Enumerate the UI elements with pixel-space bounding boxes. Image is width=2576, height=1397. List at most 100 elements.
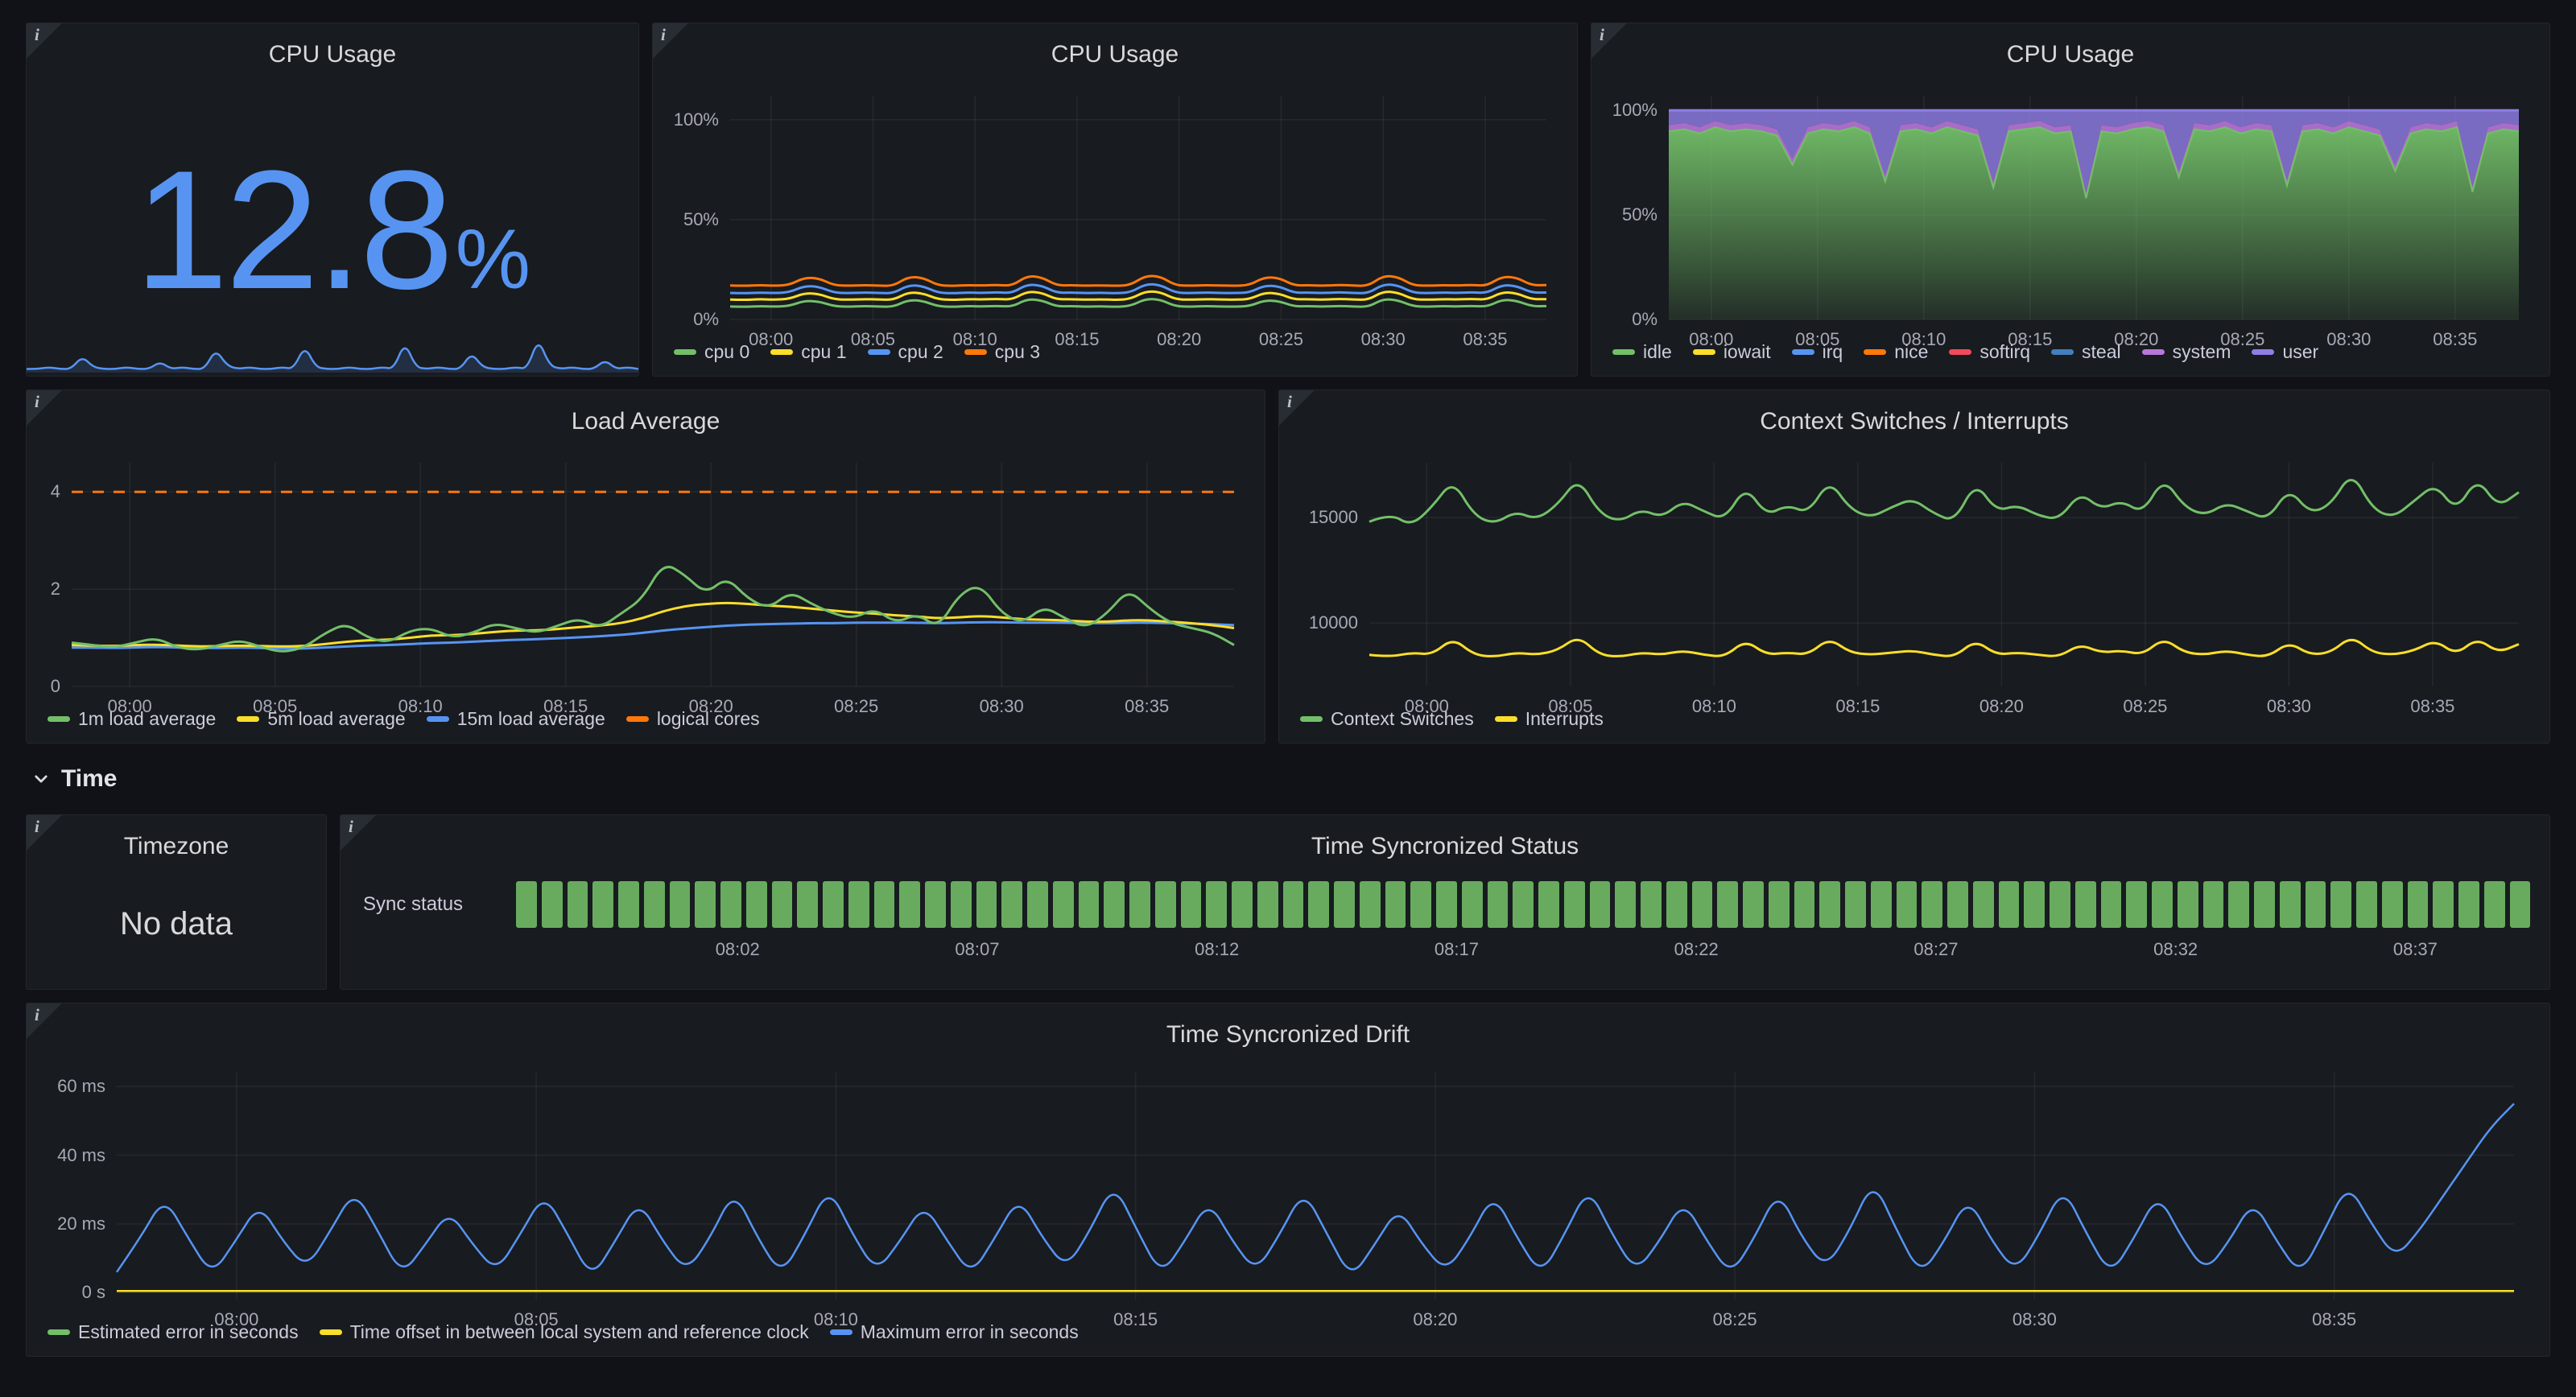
- panel-time-sync-status: i Time Syncronized Status Sync status 08…: [340, 814, 2550, 990]
- series-15m load average: [71, 620, 1235, 650]
- x-tick-label: 08:00: [1689, 329, 1734, 349]
- legend-item-user[interactable]: user: [2252, 341, 2318, 363]
- panel-title[interactable]: Context Switches / Interrupts: [1760, 408, 2069, 435]
- legend-item-logical-cores[interactable]: logical cores: [625, 708, 760, 730]
- panel-info-icon[interactable]: i: [27, 815, 62, 851]
- y-tick-label: 2: [50, 579, 60, 600]
- x-tick-label: 08:15: [1055, 329, 1100, 349]
- panel-info-icon[interactable]: i: [27, 390, 62, 426]
- legend-item-cpu-3[interactable]: cpu 3: [964, 341, 1040, 363]
- series-cpu 2: [729, 282, 1547, 295]
- legend-swatch-icon: [625, 716, 649, 722]
- panel-title[interactable]: Timezone: [123, 833, 229, 859]
- status-segment: [2483, 881, 2505, 928]
- cpu-per-core-chart[interactable]: 0% 50% 100% 08:00 08:05 08:10 08:15 08:20 08:25 0…: [663, 80, 1561, 349]
- info-glyph: i: [1600, 25, 1604, 44]
- x-tick-label: 08:00: [749, 329, 794, 349]
- panel-info-icon[interactable]: i: [27, 23, 62, 59]
- x-tick-label: 08:15: [1113, 1309, 1158, 1329]
- stat-number: 12.8: [134, 135, 454, 324]
- sync-status-label: Sync status: [363, 893, 464, 915]
- legend-swatch-icon: [1494, 716, 1517, 722]
- legend-item-interrupts[interactable]: Interrupts: [1494, 708, 1604, 730]
- sync-status-bars[interactable]: [516, 881, 2531, 928]
- panel-title[interactable]: CPU Usage: [2006, 41, 2135, 68]
- status-segment: [771, 881, 793, 928]
- series-Maximum error in seconds: [115, 1102, 2515, 1273]
- status-segment: [848, 881, 869, 928]
- y-tick-label: 4: [50, 481, 60, 502]
- panel-title[interactable]: Load Average: [571, 408, 720, 435]
- legend-swatch-icon: [47, 716, 70, 722]
- status-segment: [2126, 881, 2147, 928]
- legend-label: idle: [1643, 341, 1672, 362]
- status-segment: [1922, 881, 1942, 928]
- row-header-time[interactable]: Time: [26, 756, 2550, 802]
- status-segment: [643, 881, 665, 928]
- x-tick-label: 08:35: [2410, 696, 2455, 716]
- legend-item-maximum-error-in-seconds[interactable]: Maximum error in seconds: [829, 1321, 1079, 1343]
- legend-item-nice[interactable]: nice: [1864, 341, 1928, 363]
- status-segment: [1257, 881, 1278, 928]
- status-segment: [1129, 881, 1150, 928]
- y-tick-label: 50%: [683, 208, 719, 229]
- legend-item-15m-load-average[interactable]: 15m load average: [426, 708, 605, 730]
- chart-svg: [71, 463, 1235, 687]
- panel-info-icon[interactable]: i: [1591, 23, 1627, 59]
- status-segment: [1461, 881, 1483, 928]
- panel-info-icon[interactable]: i: [341, 815, 376, 851]
- y-tick-label: 20 ms: [57, 1214, 105, 1234]
- x-tick-label: 08:25: [2123, 696, 2168, 716]
- status-segment: [592, 881, 613, 928]
- legend-item-5m-load-average[interactable]: 5m load average: [237, 708, 406, 730]
- status-segment: [1819, 881, 1840, 928]
- status-segment: [2407, 881, 2429, 928]
- legend-item-cpu-0[interactable]: cpu 0: [674, 341, 749, 363]
- legend-item-idle[interactable]: idle: [1612, 341, 1672, 363]
- status-segment: [1052, 881, 1074, 928]
- legend-item-softirq[interactable]: softirq: [1949, 341, 2030, 363]
- x-tick-label: 08:35: [1125, 696, 1170, 716]
- series-1m load average: [71, 566, 1235, 653]
- panel-title[interactable]: CPU Usage: [268, 41, 397, 68]
- legend: Estimated error in seconds Time offset in…: [27, 1317, 2549, 1356]
- status-segment: [1104, 881, 1125, 928]
- panel-title[interactable]: Time Syncronized Drift: [1166, 1021, 1410, 1048]
- legend-swatch-icon: [1791, 349, 1814, 355]
- legend-item-steal[interactable]: steal: [2051, 341, 2121, 363]
- legend-label: Interrupts: [1525, 708, 1604, 729]
- legend-item-iowait[interactable]: iowait: [1692, 341, 1771, 363]
- panel-info-icon[interactable]: i: [1279, 390, 1315, 426]
- legend-item-cpu-2[interactable]: cpu 2: [867, 341, 943, 363]
- cpu-modes-stacked-chart[interactable]: 0% 50% 100% 08:00 08:05 08:10 08:15 08:20 08:25 0…: [1601, 80, 2533, 349]
- load-average-chart[interactable]: 0 2 4 08:00 08:05 08:10 08:15 08:20 08:25 08:30 08…: [36, 447, 1249, 716]
- status-segment: [1615, 881, 1636, 928]
- legend-item-system[interactable]: system: [2141, 341, 2231, 363]
- panel-info-icon[interactable]: i: [27, 1003, 62, 1039]
- time-sync-drift-chart[interactable]: 0 s 20 ms 40 ms 60 ms 08:00 08:05 08:10 08:15 08…: [36, 1060, 2533, 1329]
- x-tick-label: 08:15: [543, 696, 588, 716]
- row-title: Time: [61, 765, 118, 792]
- status-segment: [1589, 881, 1611, 928]
- legend-item-irq[interactable]: irq: [1791, 341, 1843, 363]
- x-tick-label: 08:35: [2312, 1309, 2357, 1329]
- x-tick-label: 08:15: [2008, 329, 2053, 349]
- legend: cpu 0 cpu 1 cpu 2 cpu 3: [653, 336, 1577, 376]
- legend-item-estimated-error-in-seconds[interactable]: Estimated error in seconds: [47, 1321, 299, 1343]
- panel-cpu-usage-per-core: i CPU Usage 0% 50% 100% 08:00 08:05 08:10 08:1…: [652, 23, 1578, 377]
- panel-title[interactable]: Time Syncronized Status: [1311, 833, 1579, 859]
- legend-item-1m-load-average[interactable]: 1m load average: [47, 708, 216, 730]
- panel-info-icon[interactable]: i: [653, 23, 688, 59]
- status-segment: [669, 881, 691, 928]
- status-segment: [618, 881, 639, 928]
- legend-item-context-switches[interactable]: Context Switches: [1300, 708, 1474, 730]
- status-segment: [899, 881, 920, 928]
- legend-item-time-offset-in-between-local-system-and-reference-clock[interactable]: Time offset in between local system and …: [319, 1321, 809, 1343]
- panel-title[interactable]: CPU Usage: [1051, 41, 1179, 68]
- legend-item-cpu-1[interactable]: cpu 1: [770, 341, 847, 363]
- status-segment: [1794, 881, 1815, 928]
- legend-swatch-icon: [2141, 349, 2165, 355]
- y-tick-label: 0%: [693, 309, 719, 329]
- context-switches-chart[interactable]: 10000 15000 08:00 08:05 08:10 08:15 08:20 08:25…: [1289, 447, 2533, 716]
